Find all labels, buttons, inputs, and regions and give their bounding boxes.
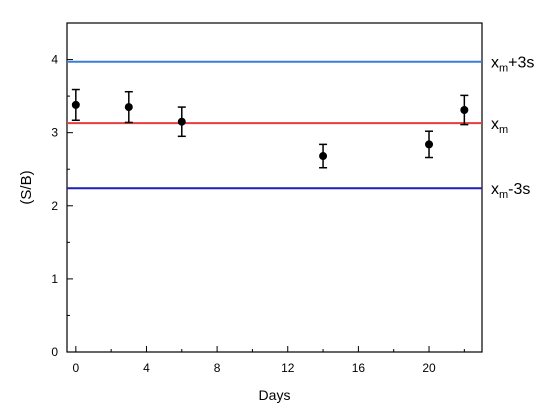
y-axis-label: (S/B) <box>18 170 35 204</box>
y-tick-label-3: 3 <box>51 126 58 140</box>
reference-label-main-1: x <box>491 116 499 133</box>
reference-label-sub-2: m <box>499 189 508 201</box>
reference-label-2: xm-3s <box>491 181 530 201</box>
reference-label-1: xm <box>491 116 508 136</box>
data-point-4 <box>425 140 434 149</box>
x-tick-label-5: 20 <box>422 361 436 375</box>
x-tick-label-1: 4 <box>143 361 150 375</box>
y-tick-label-2: 2 <box>51 199 58 213</box>
data-point-2 <box>177 117 186 126</box>
y-tick-label-1: 1 <box>51 272 58 286</box>
reference-label-sub-0: m <box>499 63 508 75</box>
reference-label-main-0: x <box>491 55 499 72</box>
x-tick-label-3: 12 <box>281 361 295 375</box>
data-point-0 <box>71 100 80 109</box>
reference-label-main-2: x <box>491 181 499 198</box>
data-point-5 <box>460 106 469 115</box>
y-tick-label-4: 4 <box>51 53 58 67</box>
reference-label-sub-1: m <box>499 124 508 136</box>
x-axis-label: Days <box>259 387 291 403</box>
reference-label-0: xm+3s <box>491 55 534 75</box>
data-point-1 <box>124 103 133 112</box>
y-tick-label-0: 0 <box>51 345 58 359</box>
x-tick-label-0: 0 <box>72 361 79 375</box>
reference-label-suffix-2: -3s <box>508 181 530 198</box>
data-point-3 <box>319 152 328 161</box>
reference-label-suffix-0: +3s <box>508 55 534 72</box>
x-tick-label-2: 8 <box>214 361 221 375</box>
x-tick-label-4: 16 <box>352 361 366 375</box>
